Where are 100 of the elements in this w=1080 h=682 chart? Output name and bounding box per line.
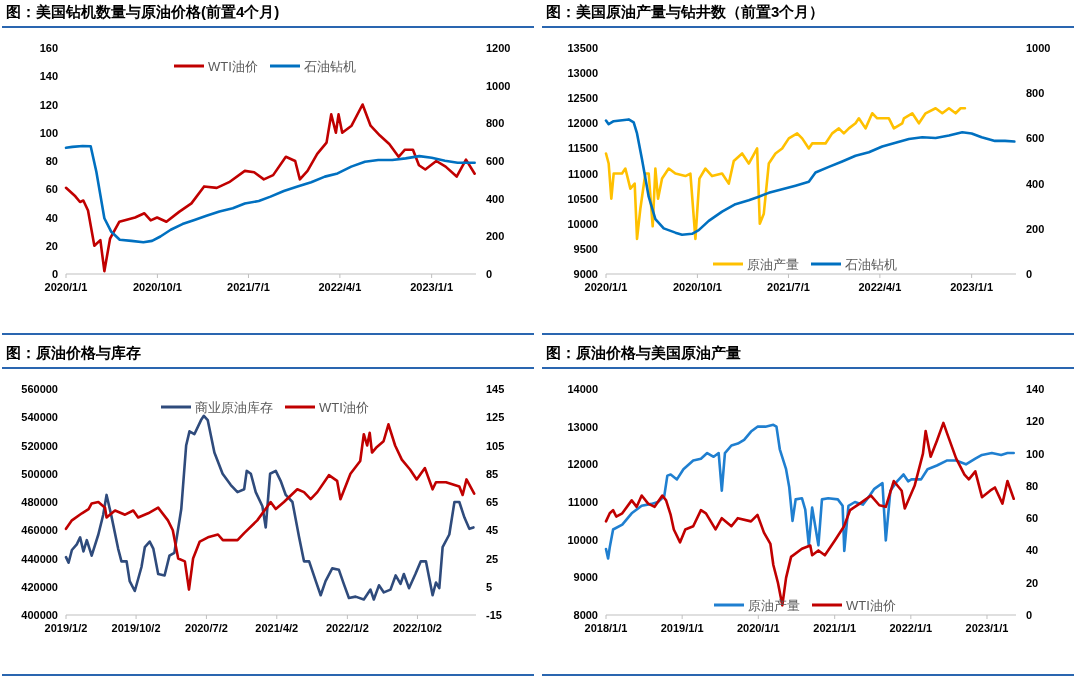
y2-tick-label: 80 [1026, 479, 1039, 492]
y2-tick-label: 85 [486, 467, 499, 480]
chart-title: 图：美国钻机数量与原油价格(前置4个月) [6, 3, 280, 20]
y2-tick-label: 0 [1026, 609, 1033, 621]
y-tick-label: 11000 [568, 496, 598, 508]
x-tick-label: 2022/4/1 [858, 281, 902, 293]
y-tick-label: 160 [39, 42, 58, 54]
y-tick-label: 13000 [567, 420, 598, 433]
y-tick-label: 9000 [573, 268, 598, 280]
y-tick-label: 500000 [21, 467, 58, 480]
y2-tick-label: 600 [1026, 132, 1045, 145]
y-tick-label: 11500 [568, 142, 598, 155]
y2-tick-label: 20 [1026, 576, 1039, 589]
y-tick-label: 540000 [21, 411, 58, 424]
y2-tick-label: 200 [1026, 222, 1045, 235]
y-tick-label: 9000 [573, 571, 598, 584]
y2-tick-label: 60 [1026, 512, 1039, 525]
y-tick-label: 520000 [21, 439, 58, 452]
y-tick-label: 12000 [567, 117, 598, 130]
y2-tick-label: 0 [486, 268, 493, 280]
y-tick-label: 40 [45, 211, 58, 224]
y-tick-label: 10000 [567, 217, 598, 230]
x-tick-label: 2023/1/1 [965, 622, 1009, 634]
y2-tick-label: 200 [486, 230, 505, 243]
y2-tick-label: 400 [486, 192, 505, 205]
y-tick-label: 460000 [21, 524, 58, 537]
y-tick-label: 9500 [573, 242, 598, 255]
y-tick-label: 10000 [567, 533, 598, 546]
y-tick-label: 560000 [21, 383, 58, 395]
y-tick-label: 0 [51, 268, 58, 280]
y-tick-label: 14000 [567, 383, 598, 395]
y2-tick-label: 45 [486, 524, 499, 537]
legend-label: WTI油价 [319, 400, 369, 415]
x-tick-label: 2020/10/1 [672, 281, 722, 293]
line-series [64, 144, 476, 244]
y-tick-label: 100 [39, 126, 58, 139]
x-tick-label: 2021/4/2 [255, 622, 299, 634]
y2-tick-label: 25 [486, 552, 499, 565]
y2-tick-label: 105 [486, 439, 505, 452]
y-tick-label: 13000 [567, 67, 598, 80]
x-tick-label: 2022/1/2 [325, 622, 369, 634]
y-tick-label: 20 [45, 239, 58, 252]
x-tick-label: 2019/1/2 [44, 622, 88, 634]
line-series [604, 106, 967, 241]
y2-tick-label: 800 [1026, 87, 1045, 100]
y2-tick-label: 400 [1026, 177, 1045, 190]
legend-label: WTI油价 [846, 598, 896, 613]
x-tick-label: 2022/1/1 [889, 622, 933, 634]
legend-label: 原油产量 [748, 598, 800, 613]
chart-title: 图：原油价格与库存 [6, 344, 141, 361]
y2-tick-label: 120 [1026, 415, 1045, 428]
x-tick-label: 2020/10/1 [132, 281, 182, 293]
y2-tick-label: 600 [486, 155, 505, 167]
x-tick-label: 2021/7/1 [767, 281, 810, 293]
y2-tick-label: 125 [486, 411, 505, 424]
y2-tick-label: -15 [486, 609, 502, 621]
x-tick-label: 2019/10/2 [111, 622, 161, 634]
legend-label: 石油钻机 [304, 59, 356, 74]
y-tick-label: 400000 [21, 609, 58, 621]
y-tick-label: 8000 [573, 609, 598, 621]
legend-label: 商业原油库存 [195, 400, 273, 415]
y-tick-label: 12500 [567, 92, 598, 105]
line-series [604, 118, 1016, 236]
x-tick-label: 2023/1/1 [410, 281, 454, 293]
y2-tick-label: 1000 [1026, 42, 1051, 54]
x-tick-label: 2021/1/1 [813, 622, 857, 634]
y-tick-label: 11000 [568, 167, 598, 180]
y2-tick-label: 5 [486, 580, 493, 593]
y2-tick-label: 145 [486, 383, 505, 395]
x-tick-label: 2021/7/1 [227, 281, 270, 293]
y2-tick-label: 800 [486, 117, 505, 130]
y2-tick-label: 1000 [486, 79, 511, 92]
x-tick-label: 2019/1/1 [660, 622, 704, 634]
y-tick-label: 12000 [567, 458, 598, 471]
x-tick-label: 2022/4/1 [318, 281, 362, 293]
legend-label: WTI油价 [208, 59, 258, 74]
x-tick-label: 2018/1/1 [584, 622, 628, 634]
y2-tick-label: 100 [1026, 447, 1045, 460]
y-tick-label: 480000 [21, 496, 58, 508]
x-tick-label: 2023/1/1 [950, 281, 994, 293]
y-tick-label: 13500 [567, 42, 598, 54]
line-series [604, 423, 1016, 560]
x-tick-label: 2020/1/1 [736, 622, 780, 634]
x-tick-label: 2020/7/2 [185, 622, 228, 634]
y-tick-label: 10500 [567, 192, 598, 205]
y-tick-label: 440000 [21, 552, 58, 565]
x-tick-label: 2022/10/2 [393, 622, 442, 634]
legend-label: 石油钻机 [845, 257, 897, 272]
x-tick-label: 2020/1/1 [44, 281, 88, 293]
y-tick-label: 60 [45, 183, 58, 196]
y-tick-label: 80 [45, 155, 58, 167]
y-tick-label: 420000 [21, 580, 58, 593]
y2-tick-label: 40 [1026, 544, 1039, 557]
y2-tick-label: 1200 [486, 42, 511, 54]
x-tick-label: 2020/1/1 [584, 281, 628, 293]
chart-title: 图：原油价格与美国原油产量 [546, 344, 741, 361]
y-tick-label: 140 [39, 70, 58, 83]
y-tick-label: 120 [39, 98, 58, 111]
chart-title: 图：美国原油产量与钻井数（前置3个月） [546, 3, 825, 20]
y2-tick-label: 0 [1026, 268, 1033, 280]
